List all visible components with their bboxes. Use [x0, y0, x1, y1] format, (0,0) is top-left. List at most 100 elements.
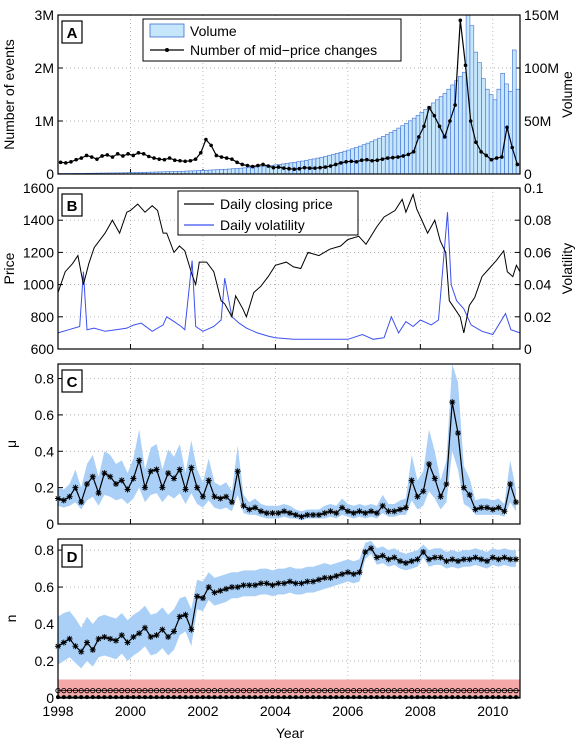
n-point: [339, 571, 346, 578]
axes-frame: [57, 363, 521, 525]
mu-point: [153, 466, 160, 473]
mu-point: [455, 430, 462, 437]
mu-point: [66, 493, 73, 500]
n-point: [194, 593, 201, 600]
legend-label-mid-price: Number of mid−price changes: [190, 42, 377, 58]
mu-point: [333, 510, 340, 517]
baseline-point: [345, 687, 351, 694]
n-point: [199, 595, 206, 602]
baseline-point: [252, 687, 258, 694]
mu-point: [257, 508, 264, 515]
mu-point: [199, 493, 206, 500]
y-tick-label: 1600: [23, 180, 54, 196]
mu-point: [379, 502, 386, 509]
n-point: [310, 578, 317, 585]
baseline-point: [490, 687, 496, 694]
n-confidence-band: [58, 540, 516, 669]
baseline-point: [229, 687, 235, 694]
mu-point: [263, 510, 270, 517]
legend-label-volatility: Daily volatility: [220, 217, 305, 233]
n-point: [124, 639, 131, 646]
mu-point: [507, 481, 514, 487]
mu-point: [368, 508, 375, 515]
mu-point: [385, 508, 392, 515]
mid-price-changes-point: [230, 157, 234, 161]
baseline-point: [206, 687, 212, 694]
baseline-point: [101, 687, 108, 694]
n-point: [89, 646, 96, 653]
n-point: [489, 554, 496, 561]
y-tick-label: 800: [31, 309, 55, 325]
n-point: [176, 613, 183, 620]
mid-price-changes-point: [240, 162, 245, 167]
baseline-point: [432, 687, 438, 694]
baseline-point: [124, 687, 131, 694]
mu-point: [107, 473, 114, 480]
mu-point: [408, 477, 415, 484]
mid-price-changes-point: [318, 165, 322, 170]
mid-price-changes-point: [354, 160, 359, 164]
volume-bar: [488, 94, 494, 175]
mid-price-changes-point: [219, 155, 224, 159]
baseline-point: [84, 687, 90, 694]
mid-price-changes-point: [84, 153, 89, 158]
mu-point: [443, 481, 450, 487]
mu-point: [101, 470, 108, 477]
mu-point: [60, 497, 67, 504]
n-point: [130, 633, 137, 640]
baseline-point: [171, 687, 177, 694]
mid-price-changes-point: [204, 137, 208, 142]
n-point: [408, 558, 415, 565]
n-point: [397, 558, 404, 565]
n-point: [112, 637, 119, 644]
mid-price-changes-point: [448, 119, 452, 123]
n-point: [420, 548, 427, 555]
mid-price-changes-point: [406, 152, 411, 157]
x-axis-title: Year: [276, 725, 305, 741]
volume-bar: [427, 105, 432, 175]
y-tick-label: 0.8: [35, 542, 55, 558]
axes-frame: [57, 187, 521, 350]
volume-bar: [257, 166, 263, 175]
baseline-point: [182, 687, 189, 694]
n-point: [385, 556, 392, 563]
baseline-point: [281, 687, 287, 694]
baseline-point: [153, 687, 160, 694]
baseline-point: [298, 687, 305, 694]
mid-price-changes-point: [100, 154, 104, 158]
mu-point: [292, 511, 299, 518]
mu-point: [472, 506, 479, 513]
baseline-point: [437, 687, 444, 694]
mid-price-changes-point: [89, 155, 94, 159]
volume-bar: [369, 141, 375, 175]
baseline-point: [119, 687, 125, 694]
mid-price-changes-point: [105, 153, 110, 157]
mid-price-changes-point: [110, 155, 115, 159]
mid-price-changes-point: [147, 154, 151, 159]
volume-bar: [408, 120, 413, 175]
mu-point: [310, 511, 317, 518]
panel-label-box: [61, 369, 83, 393]
x-tick-labels: 1998 2000 2002 2004 2006 2008 2010: [42, 703, 508, 719]
mu-point: [211, 493, 218, 500]
y-tick-label-right: 100M: [524, 60, 559, 76]
n-point: [321, 574, 328, 581]
n-point: [107, 635, 114, 642]
panel-label: A: [67, 25, 78, 42]
mid-price-changes-point: [58, 160, 63, 165]
mu-point: [130, 475, 137, 482]
mid-price-changes-point: [458, 18, 463, 23]
mid-price-changes-point: [136, 151, 141, 155]
daily-volatility-line: [57, 212, 521, 340]
mid-price-changes-point: [422, 124, 426, 129]
mid-price-changes-point: [74, 157, 78, 162]
panel-b: 600 800 1000 1200 1400 1600 0 0.02 0.04 0.06 0.08 0…: [1, 180, 575, 357]
mu-point: [118, 477, 125, 484]
mu-point: [217, 495, 224, 502]
baseline-point: [513, 687, 519, 694]
legend-b: Daily closing price Daily volatility: [177, 190, 359, 236]
n-point: [368, 545, 375, 552]
mu-point: [484, 504, 491, 511]
n-point: [205, 584, 212, 591]
mid-price-changes-point: [167, 156, 172, 160]
